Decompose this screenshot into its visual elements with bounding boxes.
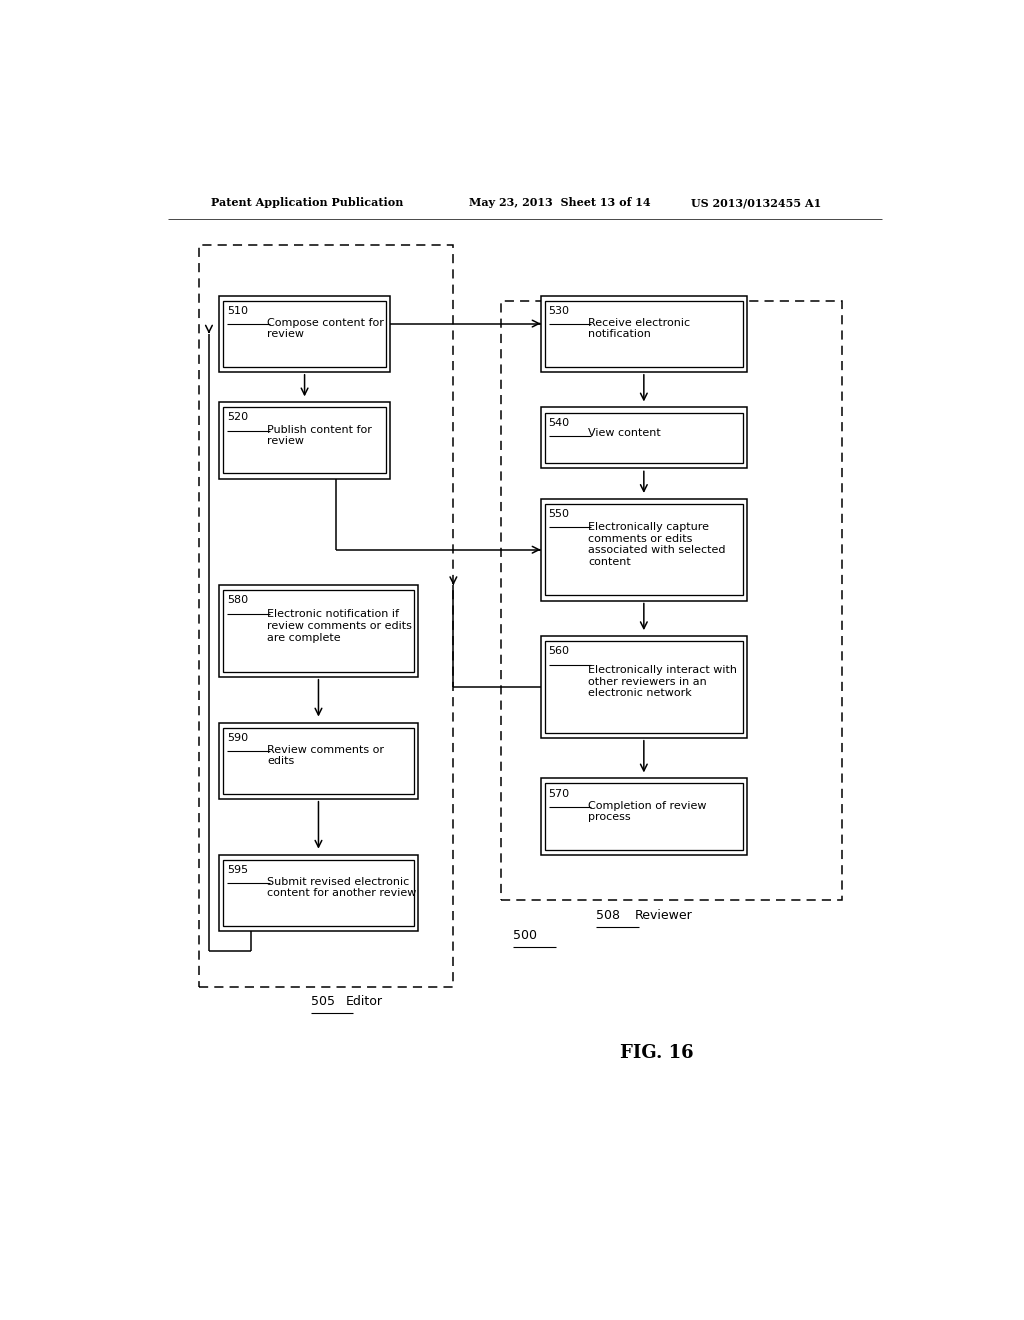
Bar [545,504,743,595]
Bar [545,784,743,850]
Text: 560: 560 [549,647,569,656]
Bar [219,296,390,372]
Bar [541,636,748,738]
Bar [219,722,418,799]
Bar [200,244,454,987]
Bar [501,301,842,900]
Text: 508: 508 [596,908,621,921]
Text: 595: 595 [227,865,249,875]
Text: US 2013/0132455 A1: US 2013/0132455 A1 [691,197,821,209]
Text: Receive electronic
notification: Receive electronic notification [588,318,690,339]
Bar [219,585,418,677]
Text: Reviewer: Reviewer [634,908,692,921]
Text: Completion of review
process: Completion of review process [588,801,707,822]
Text: 500: 500 [513,929,537,942]
Bar [223,859,414,925]
Text: Electronically capture
comments or edits
associated with selected
content: Electronically capture comments or edits… [588,523,726,568]
Text: 570: 570 [549,788,569,799]
Bar [219,854,418,931]
Text: Publish content for
review: Publish content for review [267,425,372,446]
Text: Review comments or
edits: Review comments or edits [267,744,384,767]
Text: Patent Application Publication: Patent Application Publication [211,197,403,209]
Bar [541,296,748,372]
Bar [541,779,748,854]
Text: 540: 540 [549,417,569,428]
Text: View content: View content [588,428,662,438]
Text: 520: 520 [227,412,249,422]
Text: Electronic notification if
review comments or edits
are complete: Electronic notification if review commen… [267,610,412,643]
Bar [541,499,748,601]
Bar [223,408,386,474]
Text: 580: 580 [227,595,249,606]
Text: Submit revised electronic
content for another review: Submit revised electronic content for an… [267,876,416,899]
Bar [545,301,743,367]
Bar [219,403,390,479]
Text: 505: 505 [310,995,335,1008]
Text: Electronically interact with
other reviewers in an
electronic network: Electronically interact with other revie… [588,665,737,698]
Text: FIG. 16: FIG. 16 [620,1044,693,1061]
Text: Editor: Editor [346,995,383,1008]
Bar [223,301,386,367]
Bar [541,408,748,469]
Text: 510: 510 [227,306,248,315]
Bar [545,642,743,733]
Text: Compose content for
review: Compose content for review [267,318,384,339]
Text: May 23, 2013  Sheet 13 of 14: May 23, 2013 Sheet 13 of 14 [469,197,651,209]
Text: 590: 590 [227,733,249,743]
Bar [223,590,414,672]
Bar [223,727,414,793]
Text: 530: 530 [549,306,569,315]
Bar [545,413,743,463]
Text: 550: 550 [549,510,569,519]
